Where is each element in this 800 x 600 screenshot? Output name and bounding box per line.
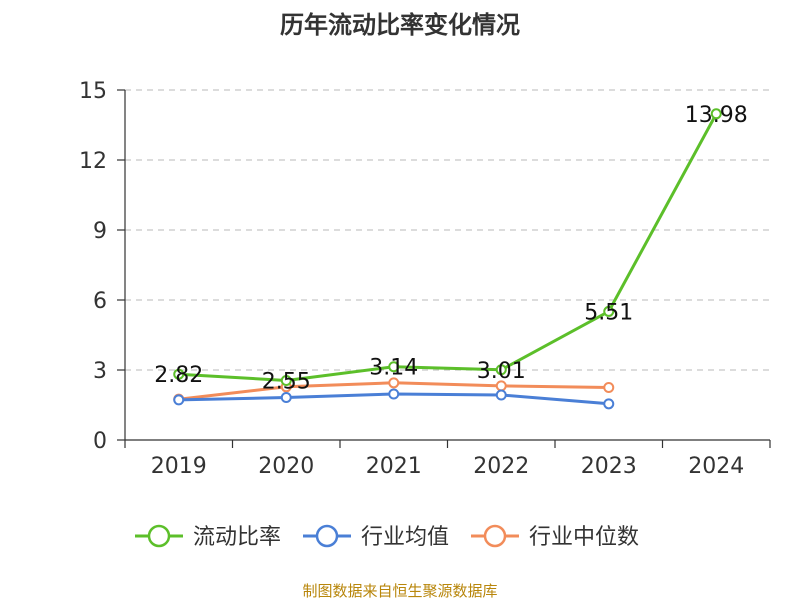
grid-lines	[125, 89, 770, 371]
x-tick-label: 2022	[473, 454, 529, 479]
data-labels: 2.82 2.55 3.14 3.01 5.51 13.98	[154, 103, 747, 395]
legend-swatch-marker	[483, 524, 507, 548]
legend-swatch-marker	[147, 524, 171, 548]
data-label: 2.55	[262, 370, 311, 395]
data-point	[495, 364, 507, 376]
data-point	[388, 388, 400, 400]
series-layer	[173, 108, 722, 410]
y-tick-label: 9	[93, 219, 107, 244]
data-label: 5.51	[584, 300, 633, 325]
data-point	[603, 398, 615, 410]
source-note: 制图数据来自恒生聚源数据库	[302, 582, 497, 600]
y-tick-label: 15	[79, 79, 107, 104]
legend-swatch-marker	[315, 524, 339, 548]
data-label: 13.98	[685, 103, 748, 128]
y-tick-label: 6	[93, 289, 107, 314]
x-tick-label: 2021	[366, 454, 422, 479]
legend-label: 行业中位数	[529, 525, 639, 550]
series-line	[178, 113, 718, 382]
data-label: 2.82	[154, 363, 203, 388]
data-point	[388, 377, 400, 389]
legend-label: 流动比率	[193, 525, 281, 550]
y-tick-label: 0	[93, 429, 107, 454]
data-point	[388, 361, 400, 373]
data-point	[173, 394, 185, 406]
legend-label: 行业均值	[361, 525, 449, 550]
chart-title: 历年流动比率变化情况	[280, 11, 520, 39]
data-point	[173, 368, 185, 380]
data-label: 3.01	[477, 359, 526, 384]
data-point	[280, 375, 292, 386]
data-point	[710, 108, 722, 120]
x-tick-label: 2023	[581, 454, 637, 479]
data-label: 3.14	[369, 356, 418, 381]
x-tick-label: 2024	[688, 454, 744, 479]
data-point	[603, 382, 615, 393]
x-tick-label: 2020	[258, 454, 314, 479]
data-point	[280, 392, 292, 404]
data-point	[603, 305, 615, 317]
x-tick-label: 2019	[151, 454, 207, 479]
data-point	[495, 389, 507, 401]
y-tick-label: 12	[79, 149, 107, 174]
legend[interactable]: 流动比率 行业均值 行业中位数	[135, 524, 639, 550]
y-tick-label: 3	[93, 359, 107, 384]
axes: 0 3 6 9 12 15 2019 2020 2021 2022 2023 2024	[79, 79, 771, 479]
